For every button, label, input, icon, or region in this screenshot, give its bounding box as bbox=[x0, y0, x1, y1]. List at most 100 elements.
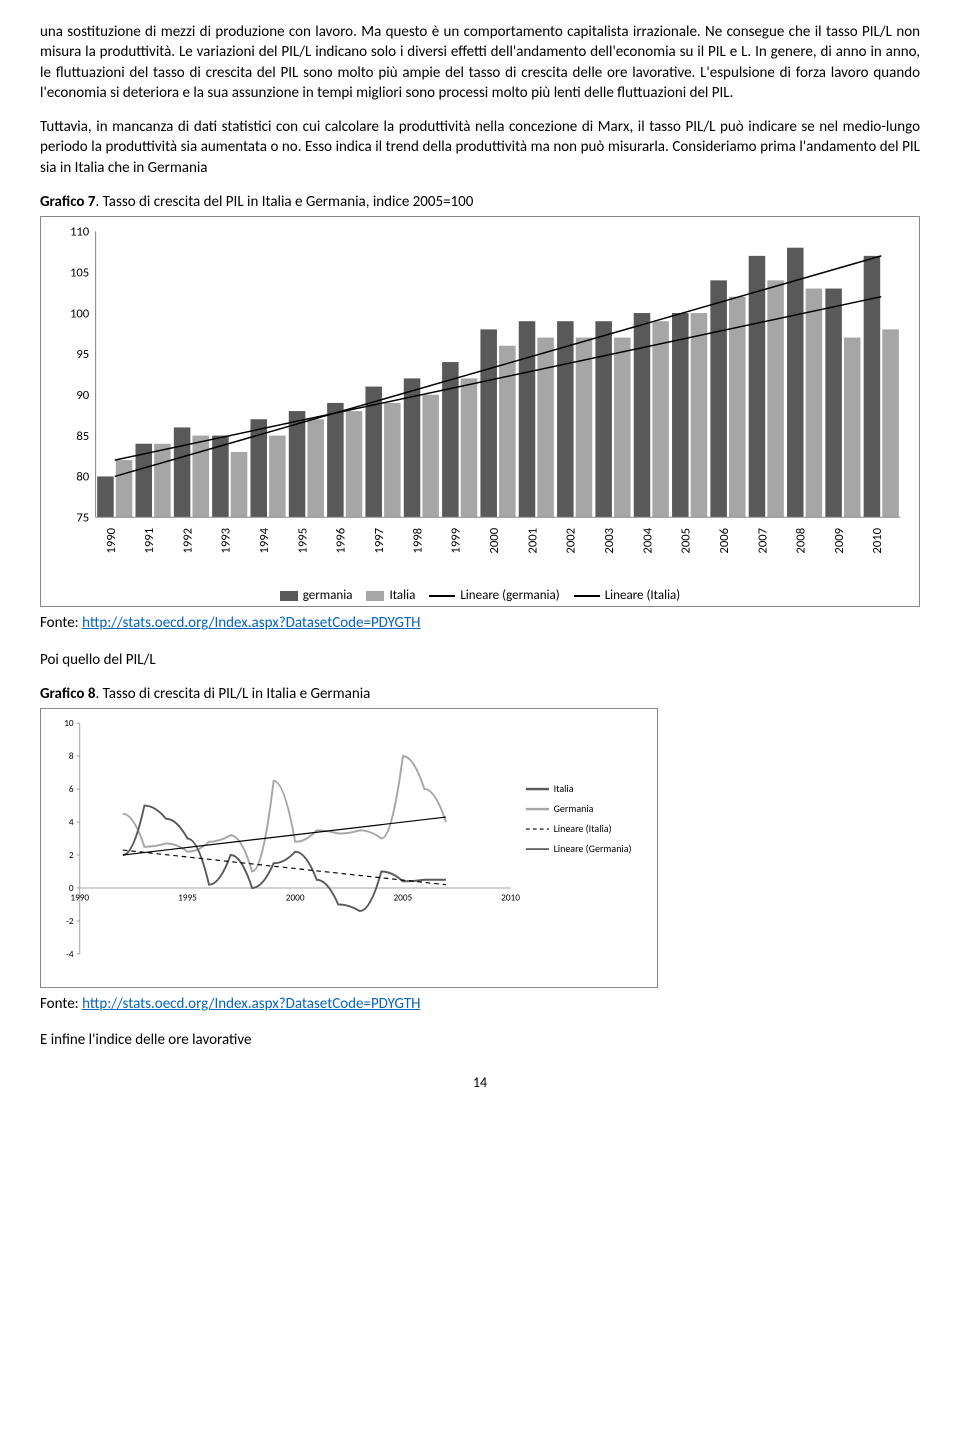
chart8-line-germania bbox=[123, 756, 446, 871]
chart7-bar-italia bbox=[231, 452, 248, 517]
chart7-xtick: 2000 bbox=[487, 527, 502, 553]
chart7-bar-italia bbox=[767, 280, 784, 517]
svg-text:Lineare (Germania): Lineare (Germania) bbox=[554, 842, 632, 855]
chart8-source-link[interactable]: http://stats.oecd.org/Index.aspx?Dataset… bbox=[82, 995, 420, 1013]
chart7-bar-germania bbox=[787, 248, 804, 518]
chart8-title-bold: Grafico 8 bbox=[40, 685, 95, 703]
chart7-xtick: 2004 bbox=[640, 527, 655, 553]
chart7-bar-italia bbox=[346, 411, 363, 517]
chart7-xtick: 1996 bbox=[334, 528, 349, 554]
chart7-ytick: 110 bbox=[70, 225, 90, 240]
chart8-xtick: 2010 bbox=[501, 892, 520, 903]
chart7-bar-italia bbox=[729, 297, 746, 518]
chart7-xtick: 2008 bbox=[794, 528, 809, 554]
chart8-title-rest: . Tasso di crescita di PIL/L in Italia e… bbox=[95, 685, 370, 703]
chart7-bar-italia bbox=[269, 436, 286, 518]
chart7-legend: germania Italia Lineare (germania) Linea… bbox=[49, 587, 911, 605]
chart7-ytick: 95 bbox=[76, 347, 89, 362]
chart8-xtick: 2005 bbox=[393, 892, 412, 903]
chart7-bar-italia bbox=[652, 321, 669, 517]
chart8-trend-italia bbox=[123, 850, 446, 885]
chart8-legend-lineare-germania: Lineare (Germania) bbox=[526, 842, 632, 855]
chart7-bar-germania bbox=[97, 476, 114, 517]
chart7-bar-italia bbox=[461, 378, 478, 517]
chart7-legend-germania: germania bbox=[280, 587, 353, 605]
chart7-xtick: 1990 bbox=[104, 527, 119, 553]
svg-text:Germania: Germania bbox=[554, 802, 594, 815]
chart7-bar-italia bbox=[154, 444, 171, 518]
chart7-bar-germania bbox=[174, 427, 191, 517]
chart7-bar-italia bbox=[691, 313, 708, 517]
chart7-ytick: 75 bbox=[76, 511, 89, 526]
chart7-bar-germania bbox=[480, 329, 497, 517]
chart7-ytick: 100 bbox=[70, 306, 90, 321]
chart7-bar-germania bbox=[442, 362, 459, 517]
chart7-xtick: 2001 bbox=[525, 528, 540, 554]
chart7-bar-germania bbox=[595, 321, 612, 517]
chart8-ytick: -4 bbox=[66, 949, 74, 960]
chart7-xtick: 1993 bbox=[219, 528, 234, 554]
chart7-bar-germania bbox=[710, 280, 727, 517]
chart7-bar-italia bbox=[537, 338, 554, 518]
chart7-source-link[interactable]: http://stats.oecd.org/Index.aspx?Dataset… bbox=[82, 614, 420, 632]
chart7-bar-germania bbox=[672, 313, 689, 517]
chart7-xtick: 2002 bbox=[564, 528, 579, 554]
chart7-xtick: 1999 bbox=[449, 528, 464, 554]
chart7-xtick: 1992 bbox=[180, 528, 195, 554]
chart7-legend-italia: Italia bbox=[366, 587, 415, 605]
chart7-xtick: 2003 bbox=[602, 528, 617, 554]
svg-text:Italia: Italia bbox=[554, 782, 574, 795]
chart7-bar-italia bbox=[844, 338, 861, 518]
svg-text:Lineare (Italia): Lineare (Italia) bbox=[554, 822, 612, 835]
chart7-title-bold: Grafico 7 bbox=[40, 193, 95, 211]
body-para-1: una sostituzione di mezzi di produzione … bbox=[40, 22, 920, 103]
chart7-xtick: 2009 bbox=[832, 528, 847, 554]
chart7-bar-italia bbox=[307, 419, 324, 517]
chart7-bar-germania bbox=[519, 321, 536, 517]
chart7-bar-italia bbox=[116, 460, 133, 517]
chart7-trend-germania bbox=[115, 256, 881, 477]
chart7-bar-italia bbox=[192, 436, 209, 518]
chart7-title: Grafico 7. Tasso di crescita del PIL in … bbox=[40, 192, 920, 212]
chart7-legend-lineare-italia: Lineare (Italia) bbox=[574, 587, 681, 605]
chart8-xtick: 2000 bbox=[286, 892, 305, 903]
body-para-4: E infine l'indice delle ore lavorative bbox=[40, 1030, 920, 1050]
chart8-xtick: 1995 bbox=[178, 892, 197, 903]
chart7-xtick: 2005 bbox=[679, 528, 694, 554]
chart8-ytick: 10 bbox=[64, 718, 74, 729]
chart7-bar-italia bbox=[384, 403, 401, 517]
chart7-container: 75 80 85 90 95 100 105 110 1990 1991 1992 1993 1994 1… bbox=[40, 216, 920, 607]
chart7-bar-italia bbox=[882, 329, 899, 517]
chart7-xtick: 1991 bbox=[142, 528, 157, 554]
chart7-bar-germania bbox=[404, 378, 421, 517]
chart7-bar-germania bbox=[749, 256, 766, 517]
chart7-xtick: 1994 bbox=[257, 527, 272, 553]
chart7-ytick: 90 bbox=[76, 388, 89, 403]
chart7-xtick: 2007 bbox=[755, 527, 770, 553]
body-para-3: Poi quello del PIL/L bbox=[40, 650, 920, 670]
chart8-container: -4-2024681019901995200020052010ItaliaGer… bbox=[40, 708, 658, 988]
chart8-ytick: 8 bbox=[69, 751, 74, 762]
chart7-xtick: 1997 bbox=[372, 527, 387, 553]
chart7-bar-germania bbox=[327, 403, 344, 517]
chart7-ytick: 80 bbox=[76, 470, 89, 485]
page-number: 14 bbox=[40, 1074, 920, 1093]
chart8-xtick: 1990 bbox=[70, 892, 89, 903]
chart7-bar-germania bbox=[864, 256, 881, 517]
chart7-xtick: 1998 bbox=[410, 528, 425, 554]
chart7-trend-italia bbox=[115, 297, 881, 460]
chart7-legend-lineare-germania: Lineare (germania) bbox=[429, 587, 559, 605]
chart7-title-rest: . Tasso di crescita del PIL in Italia e … bbox=[95, 193, 473, 211]
chart7-bar-germania bbox=[289, 411, 306, 517]
chart7-source: Fonte: http://stats.oecd.org/Index.aspx?… bbox=[40, 613, 920, 633]
chart8-source-label: Fonte: bbox=[40, 995, 82, 1013]
chart7-source-label: Fonte: bbox=[40, 614, 82, 632]
chart7-bar-germania bbox=[634, 313, 651, 517]
body-para-2: Tuttavia, in mancanza di dati statistici… bbox=[40, 117, 920, 178]
chart7-xtick: 1995 bbox=[295, 528, 310, 554]
chart8-ytick: 6 bbox=[69, 784, 74, 795]
chart7-ytick: 85 bbox=[76, 429, 89, 444]
chart7-ytick: 105 bbox=[70, 265, 89, 280]
chart7-bar-italia bbox=[499, 346, 516, 518]
chart8-ytick: -2 bbox=[66, 916, 74, 927]
